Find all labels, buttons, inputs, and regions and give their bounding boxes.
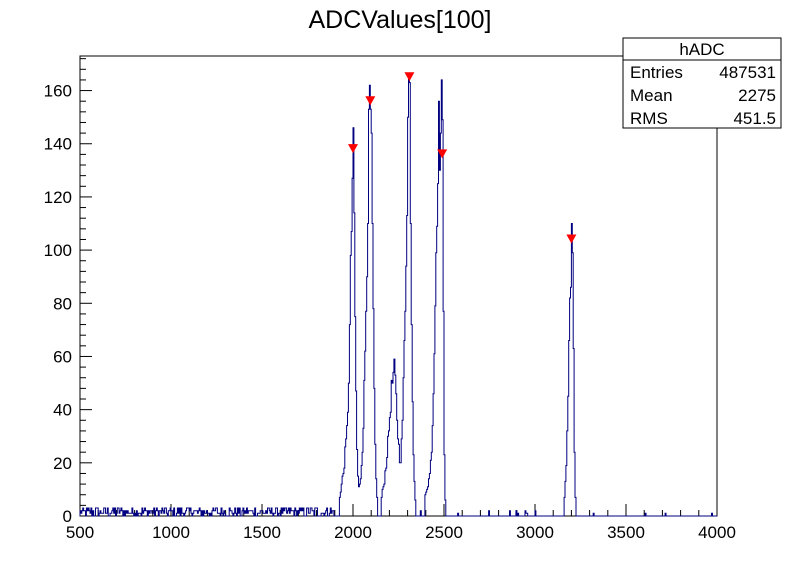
y-tick-label: 160 <box>44 82 72 101</box>
peak-marker <box>365 96 376 106</box>
y-tick-label: 40 <box>53 401 72 420</box>
stats-mean-value: 2275 <box>738 86 776 105</box>
peak-marker <box>404 72 415 82</box>
x-tick-label: 2000 <box>334 523 372 542</box>
stats-box-title: hADC <box>679 40 724 59</box>
stats-rms-value: 451.5 <box>733 109 776 128</box>
stats-box: hADC Entries 487531 Mean 2275 RMS 451.5 <box>622 37 782 129</box>
x-tick-label: 1500 <box>243 523 281 542</box>
stats-box-frame <box>622 37 782 129</box>
peak-marker <box>348 144 358 154</box>
peak-marker <box>437 149 448 159</box>
y-tick-label: 80 <box>53 294 72 313</box>
y-tick-label: 100 <box>44 241 72 260</box>
x-tick-label: 500 <box>66 523 94 542</box>
plot-frame <box>79 55 718 517</box>
x-tick-label: 1000 <box>152 523 190 542</box>
peak-marker <box>566 234 577 244</box>
x-tick-label: 3500 <box>607 523 645 542</box>
plot-area-border <box>79 55 718 517</box>
histogram-series <box>79 76 717 517</box>
x-tick-label: 3000 <box>516 523 554 542</box>
stats-mean-label: Mean <box>630 86 673 105</box>
stats-entries-value: 487531 <box>719 63 776 82</box>
peak-markers <box>348 72 577 244</box>
y-tick-label: 120 <box>44 188 72 207</box>
y-tick-label: 60 <box>53 347 72 366</box>
stats-entries-label: Entries <box>630 63 683 82</box>
x-tick-label: 2500 <box>425 523 463 542</box>
y-tick-label: 0 <box>63 507 72 526</box>
histogram-line <box>79 76 717 517</box>
stats-rms-label: RMS <box>630 109 668 128</box>
y-tick-label: 140 <box>44 135 72 154</box>
x-axis: 500 1000 1500 2000 2500 3000 3500 4000 <box>66 504 736 542</box>
y-axis: 0 20 40 60 80 100 120 140 160 <box>44 58 92 526</box>
chart-title: ADCValues[100] <box>309 6 492 34</box>
y-tick-label: 20 <box>53 454 72 473</box>
x-tick-label: 4000 <box>698 523 736 542</box>
